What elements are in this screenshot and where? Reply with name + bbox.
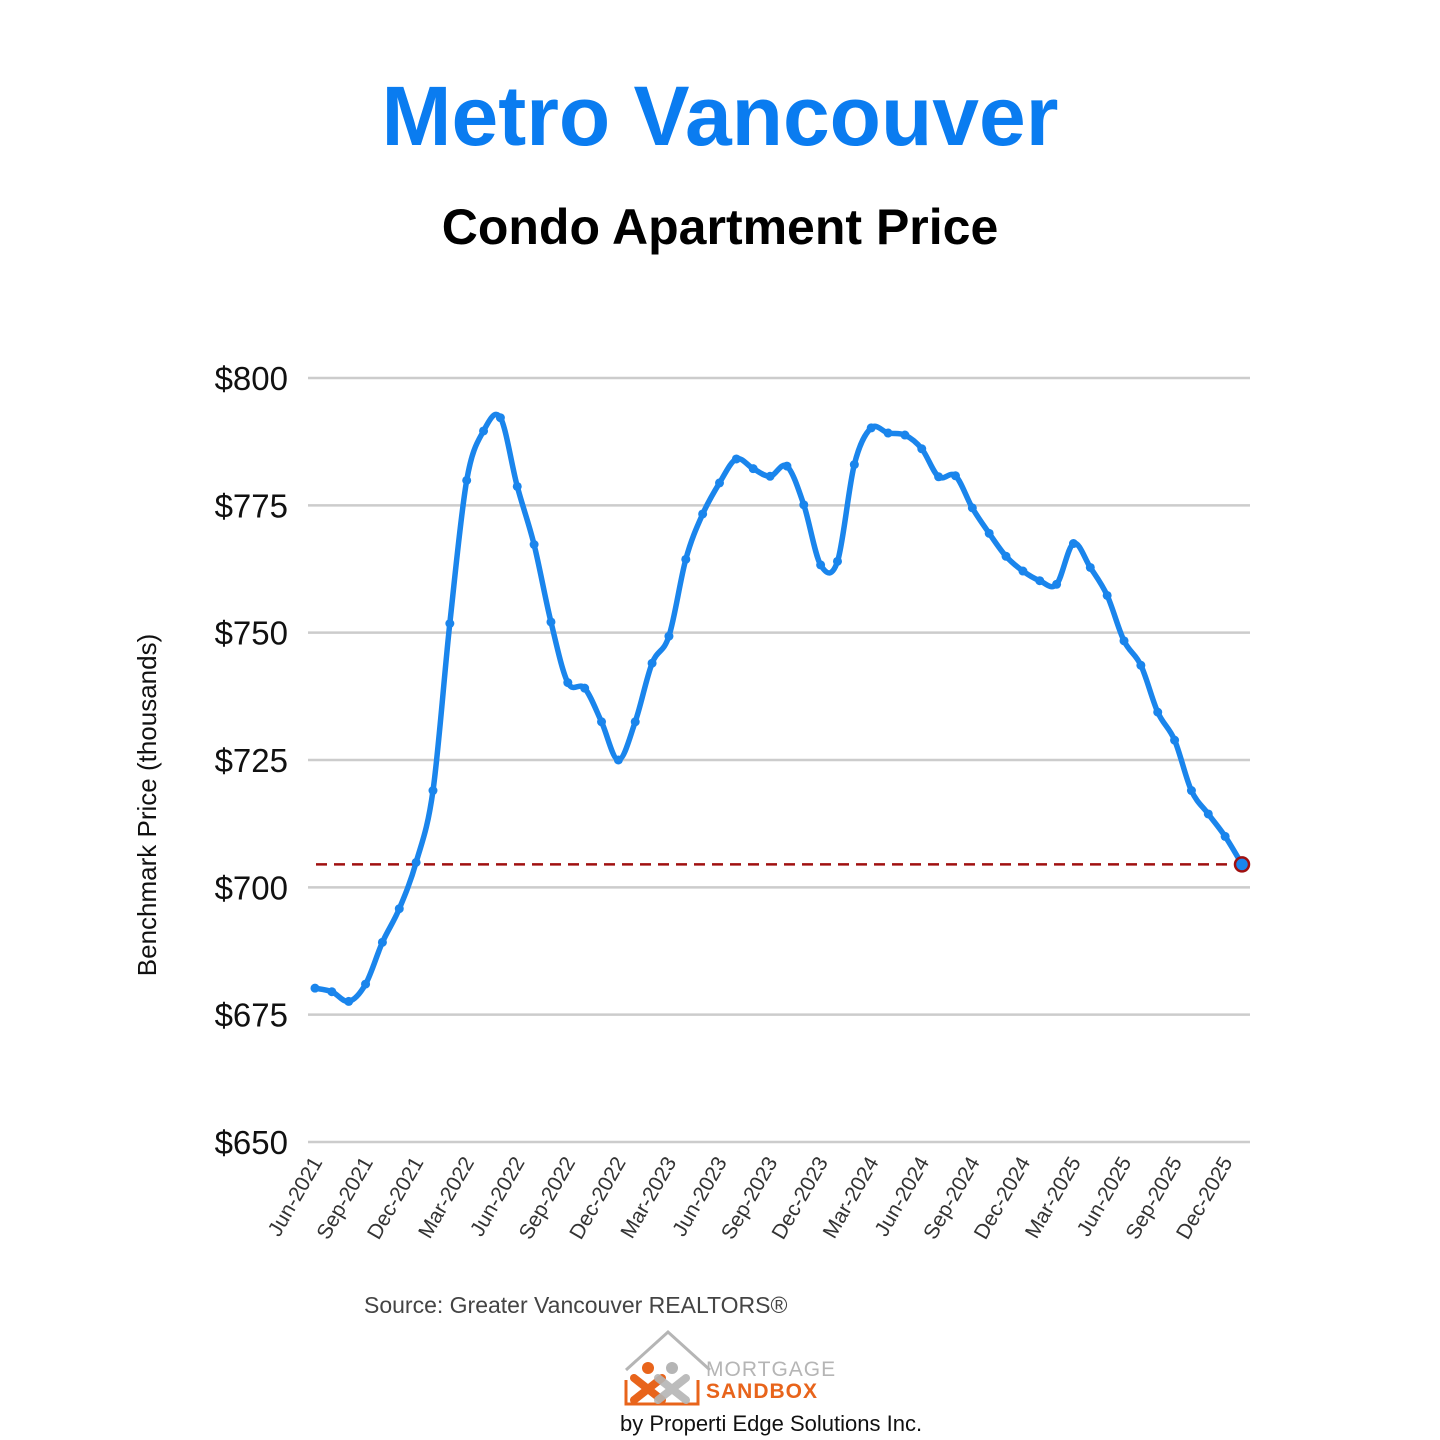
data-point [344,996,354,1006]
data-point [799,500,809,510]
data-point [984,528,994,538]
data-point [934,472,944,482]
data-point [1085,562,1095,572]
data-point [883,428,893,438]
line-chart: $650 $675 $700 $725 $750 $775 $800 Benchmark P… [132,360,1251,1244]
data-point [1035,576,1045,586]
logo-text-top: MORTGAGE [706,1358,836,1381]
data-point [1170,735,1180,745]
data-point [967,503,977,513]
chart-subtitle: Condo Apartment Price [441,199,999,255]
data-point [1068,539,1078,549]
data-point [765,471,775,481]
y-tick-label: $800 [215,360,288,397]
data-point [310,983,320,993]
data-point [512,481,522,491]
data-point [445,618,455,628]
data-point [529,540,539,550]
y-tick-label: $650 [215,1124,288,1161]
data-point [613,755,623,765]
data-point [411,857,421,867]
data-point [1136,660,1146,670]
data-point [462,475,472,485]
data-point [377,937,387,947]
data-point [731,454,741,464]
y-axis-label: Benchmark Price (thousands) [132,634,162,976]
mortgage-sandbox-logo: MORTGAGE SANDBOX [624,1329,836,1406]
data-point [580,683,590,693]
data-point [647,658,657,668]
gridlines [308,376,1250,1144]
chart-title: Metro Vancouver [381,69,1059,163]
data-point [1220,831,1230,841]
data-point [394,904,404,914]
data-point [1052,579,1062,589]
series-line [312,411,1245,1005]
data-point [327,987,337,997]
data-point [597,717,607,727]
data-point [950,471,960,481]
data-point [428,786,438,796]
data-point [681,554,691,564]
byline: by Properti Edge Solutions Inc. [620,1411,923,1436]
data-point [361,979,371,989]
logo-bracket-icon [624,1380,700,1406]
data-point [546,617,556,627]
data-point [917,444,927,454]
logo-text-bottom: SANDBOX [706,1380,818,1403]
y-tick-label: $775 [215,487,288,524]
data-point [816,560,826,570]
data-point [479,426,489,436]
data-point [748,464,758,474]
y-tick-label: $675 [215,997,288,1034]
source-note: Source: Greater Vancouver REALTORS® [364,1292,788,1318]
price-series [312,411,1245,1005]
y-axis-tick-labels: $650 $675 $700 $725 $750 $775 $800 [215,360,288,1161]
data-point [866,423,876,433]
price-points [310,413,1251,1006]
highlight-point [1233,856,1251,873]
y-tick-label: $700 [215,869,288,906]
logo-people-icon [630,1362,690,1404]
data-point [664,631,674,641]
data-point [1186,786,1196,796]
x-axis-tick-labels: Jun-2021Sep-2021Dec-2021Mar-2022Jun-2022… [264,1153,1238,1244]
logo-roof-icon [624,1329,712,1372]
y-tick-label: $750 [215,615,288,652]
data-point [900,430,910,440]
data-point [715,478,725,488]
data-point [849,460,859,470]
data-point [1153,707,1163,717]
data-point [832,556,842,566]
data-point [563,678,573,688]
data-point [1102,590,1112,600]
data-point [698,509,708,519]
y-tick-label: $725 [215,742,288,779]
data-point [1119,636,1129,646]
data-point [495,413,505,423]
data-point [1001,551,1011,561]
data-point [1203,809,1213,819]
data-point [1018,566,1028,576]
data-point [630,717,640,727]
data-point [782,461,792,471]
